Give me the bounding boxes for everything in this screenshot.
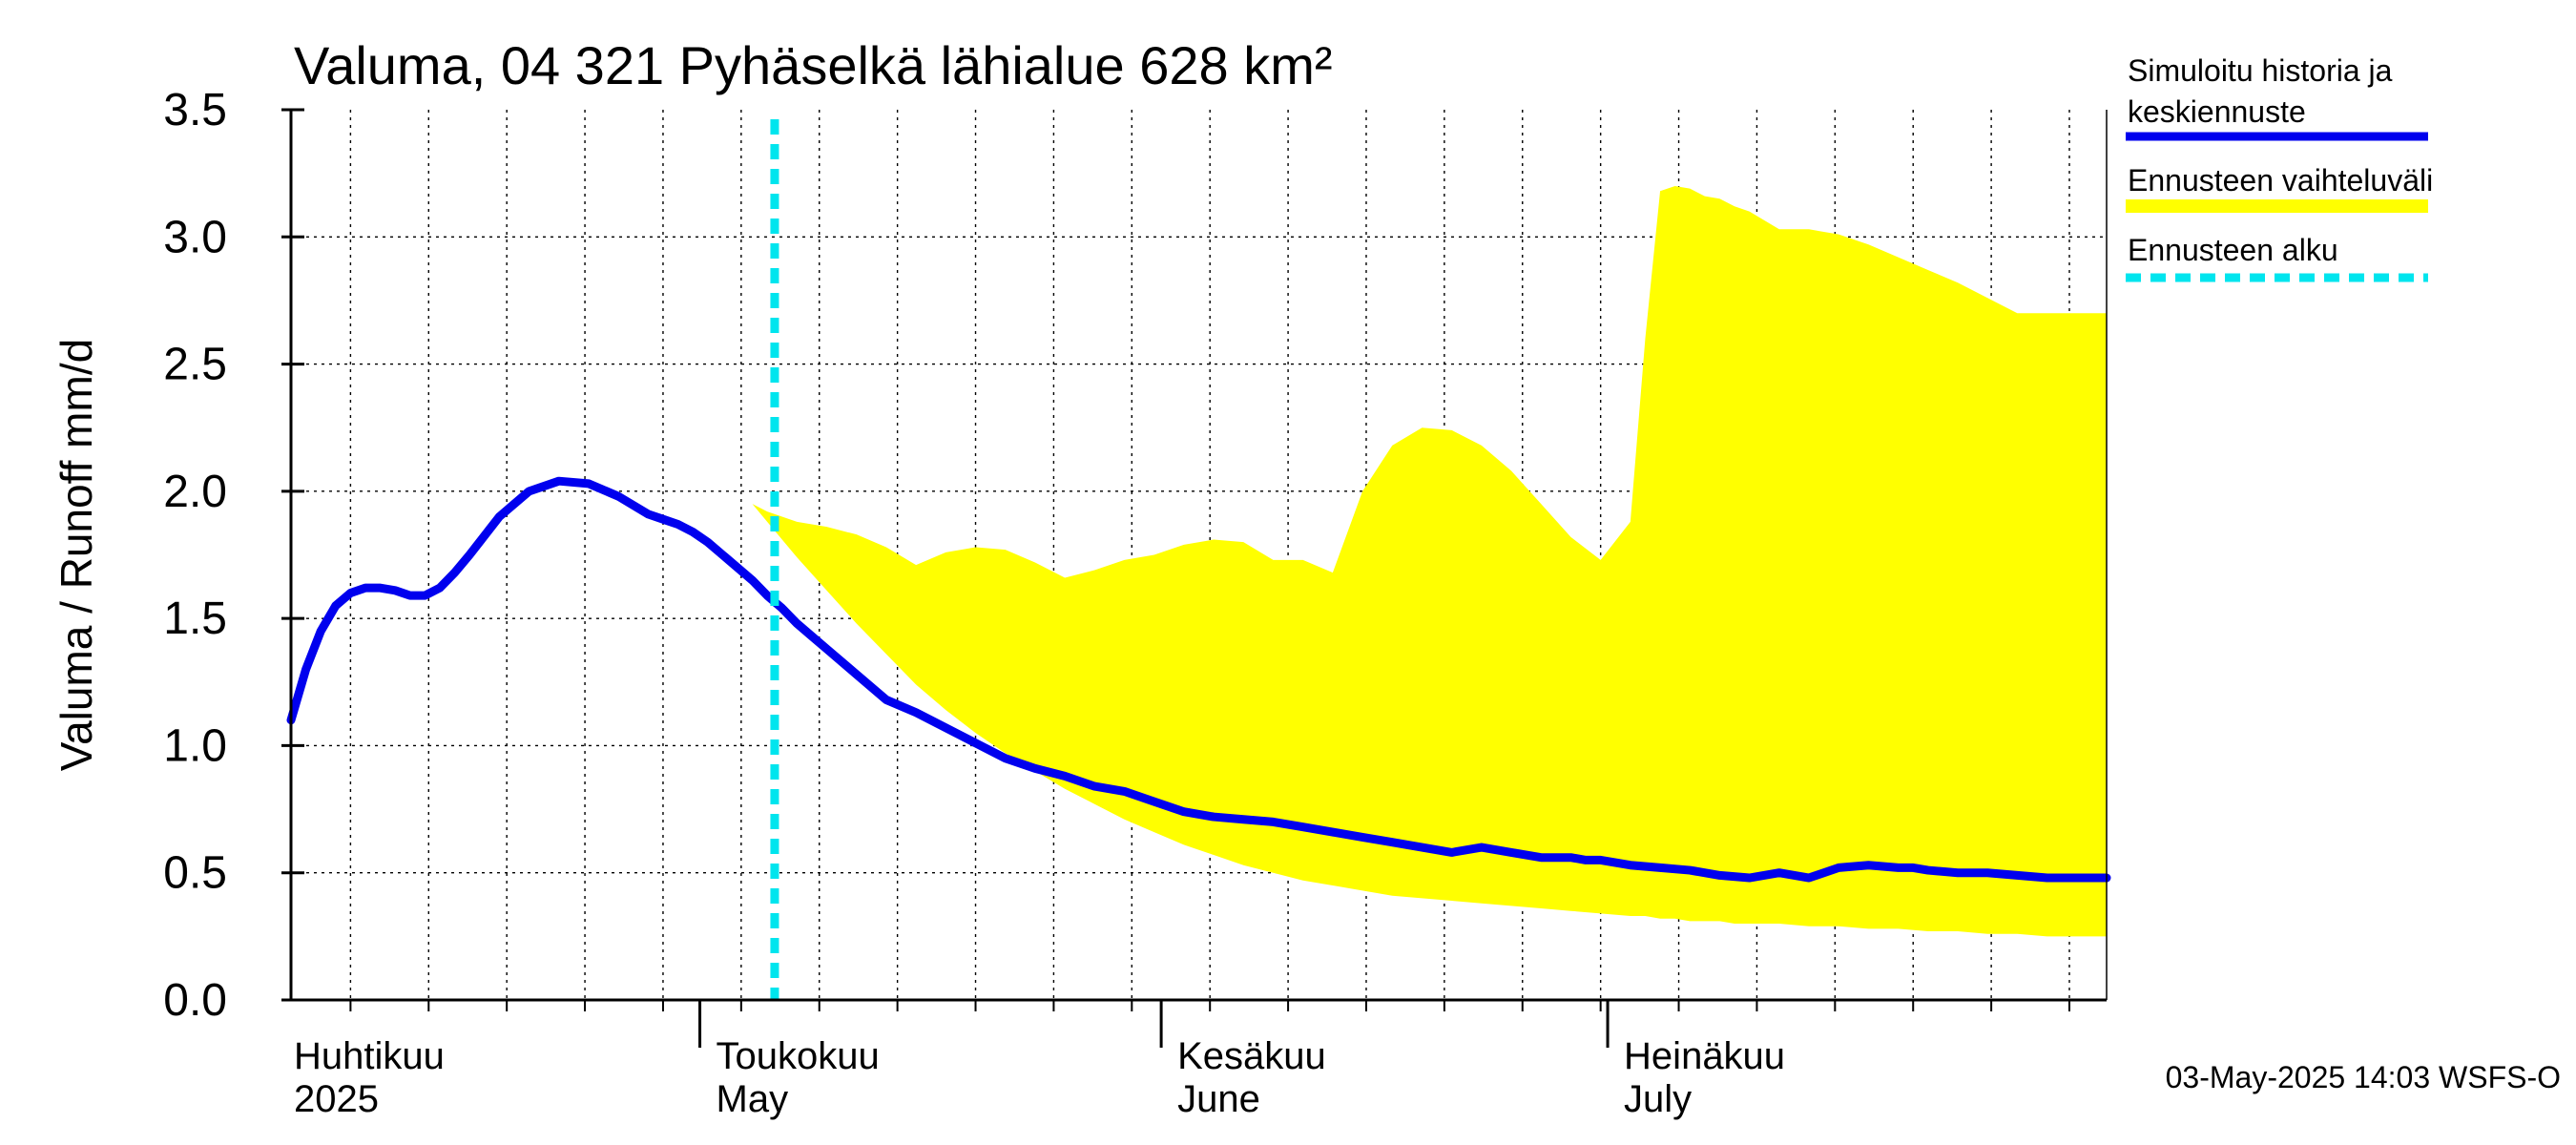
forecast-range-band-layer bbox=[752, 185, 2107, 937]
legend: Simuloitu historia ja keskiennuste Ennuste… bbox=[2126, 53, 2433, 282]
forecast-range-band bbox=[752, 185, 2107, 937]
y-axis-label: Valuma / Runoff mm/d bbox=[52, 339, 101, 771]
y-tick-labels: 0.0 0.5 1.0 1.5 2.0 2.5 3.0 3.5 bbox=[163, 85, 227, 1026]
month-label-fi: Toukokuu bbox=[717, 1035, 880, 1077]
footer-timestamp: 03-May-2025 14:03 WSFS-O bbox=[2166, 1060, 2561, 1094]
month-label-fi: Heinäkuu bbox=[1624, 1035, 1785, 1077]
legend-label-range: Ennusteen vaihteluväli bbox=[2128, 163, 2433, 198]
y-tick-label: 1.5 bbox=[163, 593, 227, 644]
y-tick-label: 1.0 bbox=[163, 720, 227, 771]
y-tick-label: 0.0 bbox=[163, 975, 227, 1026]
y-tick-label: 2.5 bbox=[163, 340, 227, 390]
month-label-en: 2025 bbox=[294, 1078, 379, 1120]
y-tick-label: 2.0 bbox=[163, 467, 227, 517]
month-label-fi: Kesäkuu bbox=[1177, 1035, 1326, 1077]
y-tick-label: 3.5 bbox=[163, 85, 227, 135]
month-label-en: July bbox=[1624, 1078, 1692, 1120]
legend-label-simulated: keskiennuste bbox=[2128, 94, 2306, 129]
y-tick-label: 0.5 bbox=[163, 848, 227, 899]
month-label-en: June bbox=[1177, 1078, 1260, 1120]
chart-title: Valuma, 04 321 Pyhäselkä lähialue 628 km… bbox=[294, 35, 1333, 95]
legend-label-forecast-start: Ennusteen alku bbox=[2128, 233, 2338, 267]
month-label-en: May bbox=[717, 1078, 789, 1120]
legend-label-simulated: Simuloitu historia ja bbox=[2128, 53, 2393, 88]
simulated-runoff-line bbox=[286, 476, 2111, 883]
y-tick-label: 3.0 bbox=[163, 212, 227, 262]
series-layer bbox=[286, 476, 2111, 883]
month-label-fi: Huhtikuu bbox=[294, 1035, 445, 1077]
axes bbox=[281, 108, 2108, 1048]
